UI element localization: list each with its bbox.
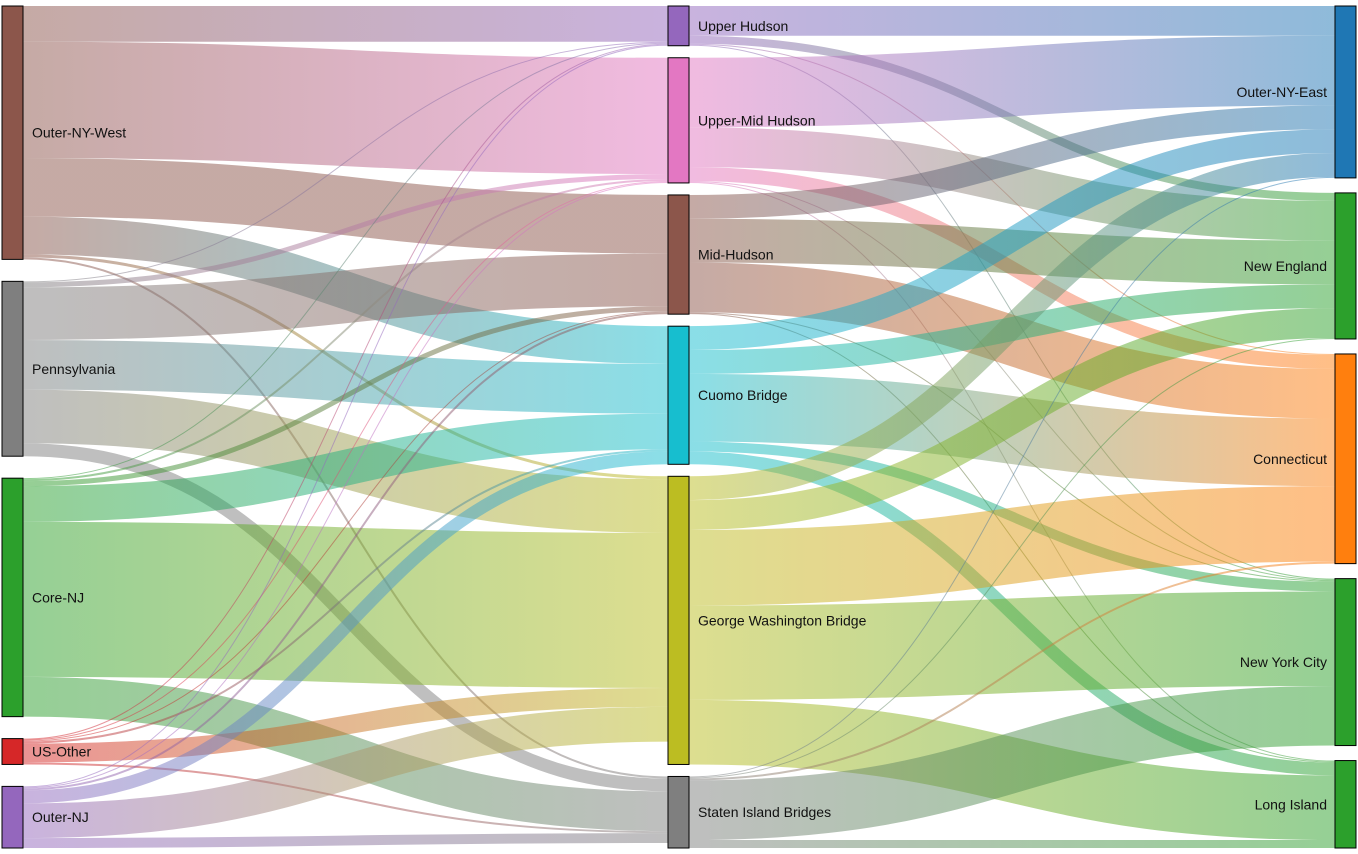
link-gwb-to-connecticut (688, 486, 1336, 606)
link-pennsylvania-to-upper_mid_hudson (22, 174, 669, 288)
link-outer_nj-to-upper_mid_hudson (22, 181, 669, 789)
link-us_other-to-upper_hudson (22, 43, 669, 740)
node-label-outer_nj: Outer-NJ (32, 809, 89, 825)
node-core_nj: Core-NJ (1, 477, 84, 718)
node-rect-core_nj (1, 477, 24, 718)
link-us_other-to-staten_island (22, 762, 669, 834)
node-gwb: George Washington Bridge (667, 475, 867, 765)
node-label-core_nj: Core-NJ (32, 589, 84, 605)
node-label-staten_island: Staten Island Bridges (698, 804, 831, 820)
nodes-layer: Outer-NY-West Pennsylvania Core-NJ US-Other… (1, 5, 1357, 849)
link-upper_mid_hudson-to-new_england (688, 127, 1336, 241)
node-label-us_other: US-Other (32, 744, 91, 760)
link-outer_nj-to-upper_hudson (22, 44, 669, 788)
node-label-cuomo_bridge: Cuomo Bridge (698, 387, 788, 403)
node-rect-pennsylvania (1, 280, 24, 457)
node-new_england: New England (1244, 192, 1357, 340)
link-us_other-to-mid_hudson (22, 311, 669, 742)
node-rect-new_york_city (1334, 578, 1357, 747)
link-outer_nj-to-mid_hudson (22, 312, 669, 791)
link-outer_ny_west-to-upper_mid_hudson (22, 41, 669, 175)
link-staten_island-to-new_england (688, 337, 1336, 779)
node-label-pennsylvania: Pennsylvania (32, 361, 115, 377)
link-core_nj-to-cuomo_bridge (22, 413, 669, 522)
node-label-outer_ny_east: Outer-NY-East (1236, 84, 1327, 100)
node-us_other: US-Other (1, 738, 91, 765)
link-gwb-to-new_england (688, 308, 1336, 530)
link-pennsylvania-to-cuomo_bridge (22, 339, 669, 414)
node-label-connecticut: Connecticut (1253, 451, 1327, 467)
node-outer_ny_west: Outer-NY-West (1, 5, 126, 260)
node-mid_hudson: Mid-Hudson (667, 194, 773, 315)
node-long_island: Long Island (1255, 760, 1357, 849)
node-upper_hudson: Upper Hudson (667, 5, 788, 47)
link-cuomo_bridge-to-outer_ny_east (688, 129, 1336, 351)
node-new_york_city: New York City (1240, 578, 1357, 747)
node-label-upper_hudson: Upper Hudson (698, 18, 788, 34)
node-rect-mid_hudson (667, 194, 690, 315)
link-mid_hudson-to-outer_ny_east (688, 105, 1336, 219)
node-rect-new_england (1334, 192, 1357, 340)
link-us_other-to-upper_mid_hudson (22, 180, 669, 741)
link-upper_mid_hudson-to-outer_ny_east (688, 35, 1336, 128)
node-outer_nj: Outer-NJ (1, 785, 89, 849)
link-core_nj-to-gwb (22, 521, 669, 688)
node-label-mid_hudson: Mid-Hudson (698, 247, 773, 263)
link-core_nj-to-upper_hudson (22, 42, 669, 480)
node-cuomo_bridge: Cuomo Bridge (667, 325, 788, 465)
link-us_other-to-gwb (22, 687, 669, 763)
node-label-outer_ny_west: Outer-NY-West (32, 125, 126, 141)
link-core_nj-to-staten_island (22, 676, 669, 832)
node-outer_ny_east: Outer-NY-East (1236, 5, 1357, 179)
links-layer (22, 5, 1336, 849)
node-label-long_island: Long Island (1255, 796, 1327, 812)
node-rect-upper_mid_hudson (667, 57, 690, 184)
node-staten_island: Staten Island Bridges (667, 775, 831, 849)
link-core_nj-to-upper_mid_hudson (22, 178, 669, 482)
link-outer_nj-to-gwb (22, 706, 669, 839)
node-rect-staten_island (667, 775, 690, 849)
link-outer_nj-to-cuomo_bridge (22, 451, 669, 804)
node-upper_mid_hudson: Upper-Mid Hudson (667, 57, 816, 184)
link-core_nj-to-mid_hudson (22, 306, 669, 487)
link-gwb-to-new_york_city (688, 591, 1336, 700)
link-staten_island-to-connecticut (688, 561, 1336, 781)
node-label-new_england: New England (1244, 258, 1327, 274)
node-rect-connecticut (1334, 353, 1357, 565)
link-pennsylvania-to-upper_hudson (22, 41, 669, 283)
node-rect-cuomo_bridge (667, 325, 690, 465)
node-rect-us_other (1, 738, 24, 765)
node-connecticut: Connecticut (1253, 353, 1357, 565)
node-label-new_york_city: New York City (1240, 654, 1327, 670)
node-rect-gwb (667, 475, 690, 765)
node-rect-long_island (1334, 760, 1357, 849)
link-pennsylvania-to-mid_hudson (22, 253, 669, 340)
node-label-upper_mid_hudson: Upper-Mid Hudson (698, 112, 816, 128)
link-outer_ny_west-to-mid_hudson (22, 158, 669, 254)
link-gwb-to-outer_ny_east (688, 153, 1336, 501)
link-staten_island-to-new_york_city (688, 685, 1336, 841)
link-us_other-to-cuomo_bridge (22, 449, 669, 744)
node-rect-outer_ny_east (1334, 5, 1357, 179)
node-rect-upper_hudson (667, 5, 690, 47)
link-staten_island-to-outer_ny_east (688, 176, 1336, 778)
node-rect-outer_nj (1, 785, 24, 849)
node-pennsylvania: Pennsylvania (1, 280, 115, 457)
node-rect-outer_ny_west (1, 5, 24, 260)
node-label-gwb: George Washington Bridge (698, 612, 867, 628)
link-outer_nj-to-staten_island (22, 833, 669, 849)
